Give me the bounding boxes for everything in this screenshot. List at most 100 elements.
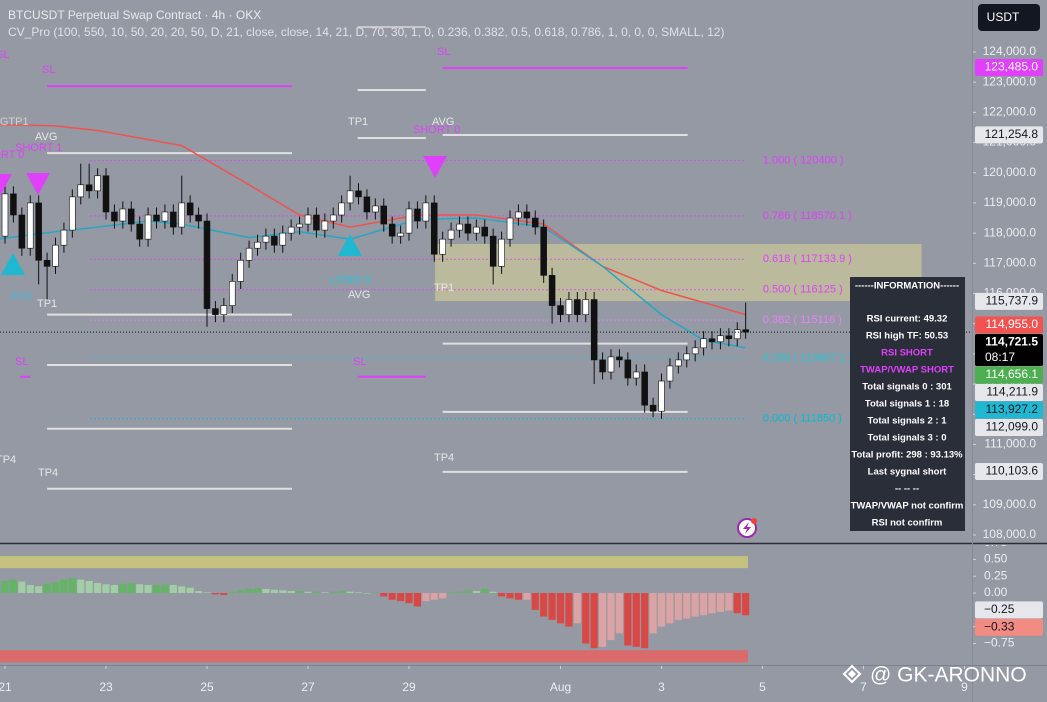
histogram-bar [607,593,615,641]
annotation: SL [42,64,55,76]
candle-body [346,190,354,204]
currency-button-bg[interactable] [978,4,1040,31]
annotation: LONG 0 [330,274,370,286]
y-tick-label: 117,000.0 [984,255,1037,269]
candle-body [574,299,581,315]
alert-dot [751,518,757,524]
histogram-bar [26,584,34,594]
candle-body [262,235,270,243]
candle-body [128,208,135,225]
y-tick-label: 119,000.0 [984,195,1037,209]
fib-label: 0.000 ( 111850 ) [763,413,842,425]
y-tick-label: 118,000.0 [984,225,1037,239]
histogram-bar [127,582,135,594]
candle-body [473,226,480,234]
candle-body [498,238,505,267]
y-tick-label: 109,000.0 [983,497,1037,511]
zone [435,243,922,302]
histogram-bar [657,593,666,627]
price-countdown: 08:17 [985,350,1015,364]
histogram-bar [506,593,514,599]
signal-marker [423,156,447,178]
signal-marker [1,253,25,275]
candle-body [565,299,573,315]
histogram-bar [708,593,716,614]
osc-label-bg [975,601,1043,619]
info-row: TWAP/VWAP not confirm [851,501,964,512]
y-tick-label: 124,000.0 [983,44,1037,58]
annotation: TP4 [0,454,16,466]
candle-body [27,202,34,249]
histogram-bar [161,584,169,594]
fib-label: 0.500 ( 116125 ) [763,284,843,296]
x-tick-label: 5 [759,680,766,694]
candle-body [717,335,724,343]
histogram-bar [119,583,127,594]
annotation: TP1 [37,298,57,310]
candle-body [10,193,17,216]
currency-button[interactable]: USDT [987,10,1020,24]
histogram-bar [573,593,581,624]
candle-body [431,202,438,255]
histogram-bar [18,581,26,594]
histogram-bar [691,593,699,617]
candle-body [691,347,699,355]
info-row: Total signals 0 : 301 [862,382,952,393]
annotation: TP1 [348,116,368,128]
price-label: 110,103.6 [986,464,1039,478]
x-tick-label: 7 [860,680,867,694]
candle-body [607,356,615,373]
histogram-bar [590,593,598,649]
candle-body [700,338,707,349]
info-panel: ------INFORMATION------ RSI current: 49.3… [850,277,965,531]
histogram-bar [346,591,354,594]
annotation: SL [15,356,28,368]
candle-body [229,281,236,306]
histogram-bar [498,593,506,597]
histogram-bar [178,586,186,594]
alert-icon[interactable] [737,518,757,538]
candle-body [1,193,9,237]
signal-marker [26,173,50,195]
candle-body [658,380,665,412]
candle-body [540,226,547,276]
info-row: TWAP/VWAP SHORT [860,365,954,376]
band [0,650,748,663]
candle-body [515,211,522,219]
annotation: TP1 [434,282,454,294]
candle-body [456,223,463,231]
price-label-bg [975,366,1043,384]
histogram-bar [211,593,219,595]
oscillator-axis: 0.750.500.250.00−0.50−0.75−0.25−0.33 [972,545,1043,650]
histogram-bar [169,584,177,594]
candle-body [633,371,640,379]
info-row: RSI not confirm [872,518,943,529]
histogram-bar [77,579,85,594]
histogram-bar [195,591,203,594]
histogram-bar [514,593,522,600]
candle-body [119,208,127,222]
candle-body [18,214,26,249]
histogram-bar [51,582,60,594]
histogram-bar [489,591,497,594]
price-label-bg [975,126,1043,144]
candle-body [397,232,404,237]
annotation: AVG [10,290,32,302]
x-tick-label: 29 [402,680,416,694]
y-tick-label: 122,000.0 [983,105,1037,119]
histogram-bar [35,586,43,594]
price-label: 113,927.2 [986,402,1039,416]
histogram-bar [641,593,649,649]
histogram-bar [110,584,118,594]
candle-body [590,299,598,361]
candle-body [178,202,185,228]
price-pane: 1.000 ( 120400 ) 0.786 ( 118570.1 ) 0.618 … [0,25,972,490]
histogram-bar [447,592,455,594]
indicator-settings: CV_Pro (100, 550, 10, 50, 20, 20, 50, D,… [8,25,724,39]
histogram-bar [144,584,152,594]
watermark-diamond-inner [848,670,856,678]
candle-body [111,211,118,222]
histogram-bar [220,593,228,596]
annotation: AVG [348,289,370,301]
candle-body [60,229,68,246]
